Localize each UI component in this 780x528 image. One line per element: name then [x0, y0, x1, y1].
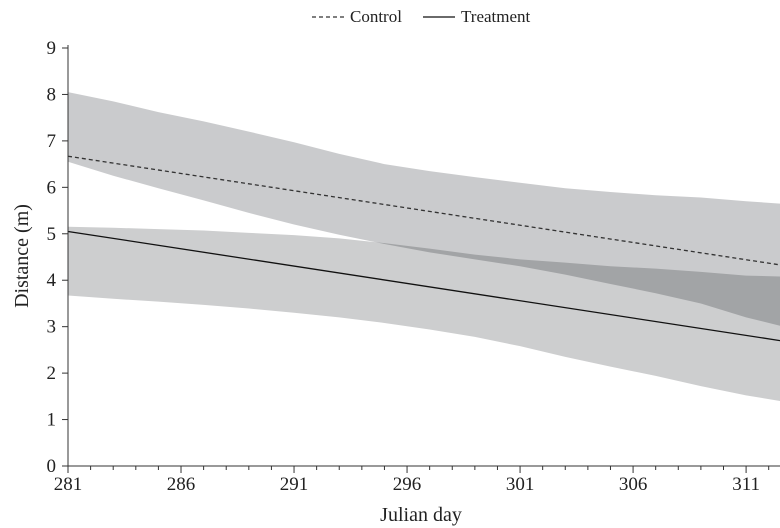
x-axis-title: Julian day [380, 504, 462, 526]
y-tick-label: 5 [47, 224, 57, 245]
y-tick-label: 1 [47, 410, 57, 431]
x-tick-label: 301 [506, 474, 535, 495]
x-tick-label: 311 [732, 474, 760, 495]
confidence-bands [68, 92, 780, 401]
legend-label-control: Control [350, 7, 402, 26]
axes: 0 1 2 3 4 5 6 7 8 9 281 286 291 296 301 306 311 [47, 38, 780, 495]
x-tick-label: 306 [619, 474, 648, 495]
trend-lines [67, 155, 780, 342]
y-tick-label: 4 [47, 270, 57, 291]
y-axis-title: Distance (m) [11, 204, 33, 308]
y-tick-label: 9 [47, 38, 57, 59]
y-tick-label: 0 [47, 456, 57, 477]
legend-label-treatment: Treatment [461, 7, 531, 26]
y-tick-label: 6 [47, 177, 57, 198]
y-tick-label: 7 [47, 131, 57, 152]
legend: Control Treatment [312, 7, 531, 26]
line-control [67, 155, 780, 266]
x-tick-label: 286 [167, 474, 196, 495]
x-tick-label: 291 [280, 474, 309, 495]
y-tick-label: 8 [47, 84, 57, 105]
line-treatment [67, 230, 780, 342]
x-tick-label: 281 [54, 474, 83, 495]
band-control [68, 92, 780, 326]
y-tick-label: 3 [47, 317, 57, 338]
y-tick-label: 2 [47, 363, 57, 384]
x-tick-label: 296 [393, 474, 422, 495]
